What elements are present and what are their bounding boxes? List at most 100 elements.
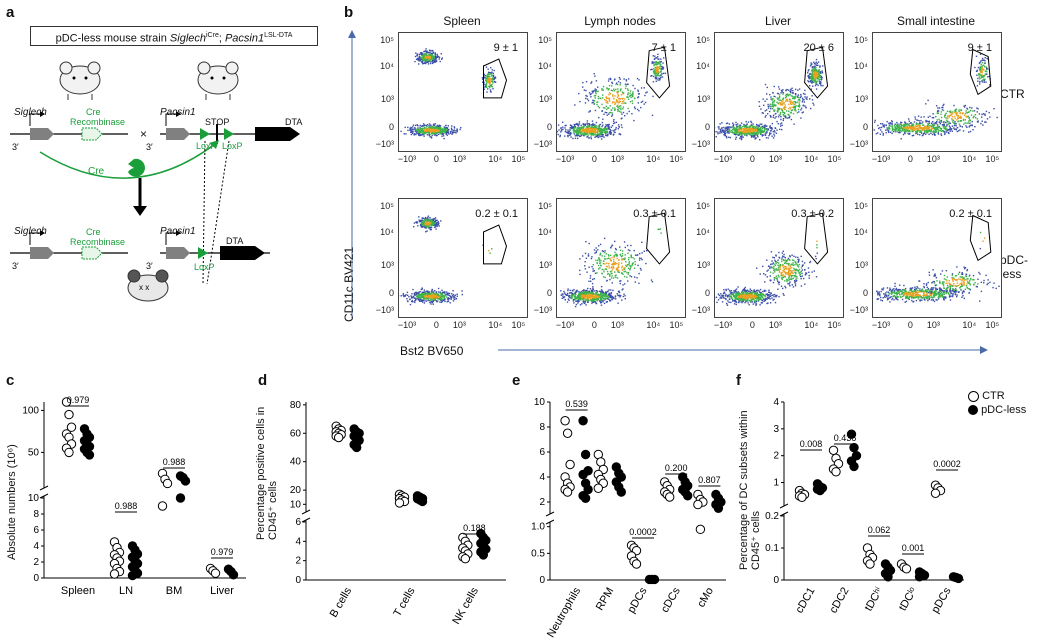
flow-event (982, 113, 985, 115)
flow-xtick: 10⁴ (962, 154, 977, 164)
flow-event (931, 122, 933, 124)
flow-event (898, 129, 901, 131)
flow-event (589, 110, 591, 112)
flow-event (422, 55, 425, 57)
flow-event (757, 124, 760, 127)
flow-event (792, 97, 794, 100)
flow-event (592, 299, 594, 301)
flow-event (800, 93, 802, 96)
flow-xtick: 10³ (926, 154, 940, 164)
flow-event (617, 109, 620, 111)
flow-event (919, 129, 921, 132)
flow-event (750, 125, 752, 127)
flow-event (929, 125, 931, 128)
flow-event (486, 73, 489, 76)
ytick-label: 60 (290, 428, 302, 439)
flow-event (609, 77, 612, 80)
flow-event (486, 82, 488, 84)
flow-event (449, 296, 452, 298)
flow-event (767, 113, 769, 115)
flow-event (736, 130, 738, 132)
flow-event (947, 120, 949, 123)
flow-event (782, 97, 785, 99)
flow-event (621, 100, 624, 103)
flow-event (562, 128, 564, 130)
flow-event (879, 129, 882, 131)
flow-event (584, 102, 587, 104)
flow-event (815, 64, 817, 66)
flow-event (616, 83, 619, 86)
flow-event (617, 106, 619, 108)
flow-event (764, 100, 766, 102)
flow-event (983, 79, 986, 82)
flow-event (419, 300, 421, 302)
flow-event (587, 135, 589, 138)
flow-event (420, 288, 422, 291)
flow-ytick: 0 (546, 121, 552, 132)
flow-event (621, 113, 623, 115)
p-value-label: 0.988 (163, 457, 186, 467)
flow-event (888, 126, 890, 128)
flow-event (731, 129, 733, 132)
flow-event (440, 301, 443, 304)
flow-event (794, 101, 797, 103)
flow-event (597, 90, 599, 93)
flow-event (490, 85, 493, 87)
flow-event (917, 130, 919, 132)
gate-value-0-2: 20 ± 6 (803, 42, 834, 54)
flow-event (437, 130, 440, 132)
flow-event (919, 127, 922, 130)
flow-event (981, 68, 984, 71)
flow-event (932, 117, 935, 119)
flow-event (721, 122, 723, 124)
flow-event (734, 131, 737, 133)
flow-event (815, 82, 817, 84)
flow-event (657, 62, 659, 64)
flow-event (637, 93, 640, 95)
flow-event (733, 127, 735, 129)
flow-event (580, 134, 583, 136)
flow-event (423, 133, 425, 135)
flow-event (450, 132, 452, 134)
flow-event (948, 123, 950, 125)
flow-event (572, 137, 574, 140)
flow-event (596, 90, 598, 92)
flow-event (743, 130, 746, 133)
flow-event (615, 88, 617, 91)
flow-event (885, 124, 887, 127)
flow-event (632, 96, 634, 98)
flow-event (606, 128, 608, 131)
flow-event (786, 98, 788, 100)
flow-event (790, 111, 792, 114)
flow-event (812, 102, 814, 104)
flow-event (595, 127, 597, 129)
flow-event (485, 78, 487, 80)
flow-event (815, 61, 817, 63)
flow-event (808, 81, 810, 83)
flow-event (736, 125, 738, 127)
flow-event (606, 127, 608, 129)
flow-event (410, 131, 412, 133)
flow-event (906, 130, 908, 132)
flow-event (592, 92, 594, 94)
flow-event (585, 133, 588, 136)
flow-event (729, 129, 731, 132)
flow-event (428, 291, 431, 293)
flow-event (653, 70, 655, 72)
flow-event (488, 80, 490, 82)
flow-event (750, 120, 752, 123)
flow-event (793, 101, 795, 103)
flow-event (584, 298, 586, 301)
flow-event (757, 129, 759, 132)
flow-event (755, 132, 757, 134)
flow-event (415, 129, 417, 132)
flow-event (597, 134, 599, 137)
flow-event (800, 117, 802, 119)
flow-event (660, 60, 662, 63)
flow-event (923, 127, 925, 129)
label-cre-top: Cre (86, 107, 101, 117)
flow-event (981, 120, 983, 122)
flow-event (764, 110, 766, 112)
flow-event (590, 134, 592, 136)
flow-event (933, 132, 935, 134)
